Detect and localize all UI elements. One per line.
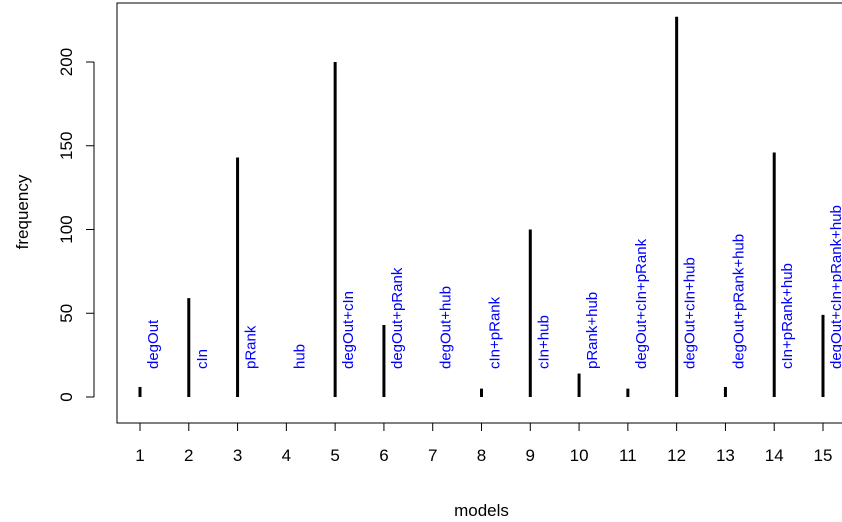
bar-label-3: pRank	[243, 325, 260, 369]
y-tick-label-100: 100	[57, 215, 76, 243]
bars-group	[138, 16, 825, 397]
bar-labels-group: degOut cIn pRank hub degOut+cIn degOut+pRank d…	[145, 205, 842, 369]
x-tick-label-12: 12	[667, 446, 686, 465]
x-tick-label-8: 8	[477, 446, 486, 465]
y-tick-label-0: 0	[57, 392, 76, 401]
bar-label-6: degOut+pRank	[389, 267, 406, 369]
x-tick-label-10: 10	[570, 446, 589, 465]
bar-label-13: degOut+pRank+hub	[730, 234, 747, 369]
x-tick-label-7: 7	[428, 446, 437, 465]
x-tick-label-15: 15	[814, 446, 833, 465]
bar-label-4: hub	[291, 344, 308, 369]
x-axis-title: models	[454, 501, 509, 520]
bar-label-5: degOut+cIn	[340, 291, 357, 369]
bar-label-7: degOut+hub	[438, 286, 455, 369]
bar-label-2: cIn	[194, 349, 211, 369]
bar-label-12: degOut+cIn+hub	[682, 257, 699, 369]
x-tick-label-9: 9	[526, 446, 535, 465]
x-axis: 1 2 3 4 5 6 7 8 9 10 11 12 13 14 15	[135, 422, 833, 465]
x-tick-label-5: 5	[330, 446, 339, 465]
y-axis-title: frequency	[13, 174, 32, 249]
y-tick-label-50: 50	[57, 304, 76, 323]
bar-label-1: degOut	[145, 319, 162, 369]
x-tick-label-3: 3	[233, 446, 242, 465]
y-tick-label-200: 200	[57, 48, 76, 76]
x-tick-label-11: 11	[619, 446, 637, 465]
x-tick-label-13: 13	[716, 446, 735, 465]
x-tick-label-6: 6	[379, 446, 388, 465]
bar-label-10: pRank+hub	[584, 292, 601, 369]
x-tick-label-2: 2	[184, 446, 193, 465]
y-tick-label-150: 150	[57, 132, 76, 160]
bar-label-14: cIn+pRank+hub	[779, 263, 796, 369]
bar-label-8: cIn+pRank	[487, 296, 504, 369]
y-axis: 0 50 100 150 200	[57, 48, 95, 402]
x-tick-label-4: 4	[282, 446, 291, 465]
bar-label-15: degOut+cIn+pRank+hub	[828, 205, 842, 369]
bar-label-9: cIn+hub	[535, 315, 552, 369]
x-tick-label-14: 14	[765, 446, 784, 465]
x-tick-label-1: 1	[135, 446, 144, 465]
bar-label-11: degOut+cIn+pRank	[633, 238, 650, 369]
